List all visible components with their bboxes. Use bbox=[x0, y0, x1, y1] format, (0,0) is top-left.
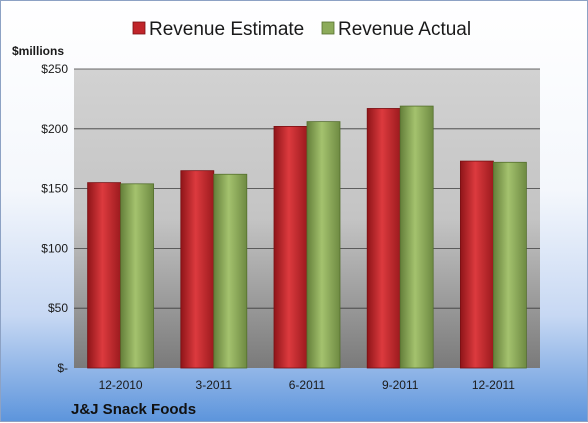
y-tick-label: $- bbox=[57, 361, 68, 375]
bar-revenue-actual-3-2011 bbox=[213, 173, 248, 369]
y-tick-label: $200 bbox=[41, 122, 68, 136]
bar-revenue-estimate-3-2011 bbox=[180, 170, 215, 369]
y-axis-ticks: $- $50 $100 $150 $200 $250 bbox=[41, 62, 68, 375]
legend: Revenue Estimate Revenue Actual bbox=[132, 19, 471, 40]
y-tick-label: $150 bbox=[41, 182, 68, 196]
x-tick-label: 12-2011 bbox=[472, 378, 515, 392]
bars bbox=[87, 105, 527, 369]
bar-revenue-actual-6-2011 bbox=[306, 121, 341, 369]
y-tick-label: $100 bbox=[41, 241, 68, 255]
bar-revenue-actual-9-2011 bbox=[399, 105, 434, 369]
bar-revenue-actual-12-2010 bbox=[120, 183, 154, 369]
bar-revenue-estimate-12-2011 bbox=[459, 160, 494, 369]
y-tick-label: $250 bbox=[41, 62, 68, 76]
y-axis-unit-label: $millions bbox=[12, 44, 64, 58]
x-tick-label: 6-2011 bbox=[289, 378, 326, 392]
x-tick-label: 9-2011 bbox=[382, 378, 419, 392]
bar-revenue-actual-12-2011 bbox=[492, 161, 527, 369]
company-name-label: J&J Snack Foods bbox=[71, 401, 196, 418]
legend-swatch-revenue-actual bbox=[321, 21, 335, 35]
bar-revenue-estimate-6-2011 bbox=[273, 126, 308, 369]
x-axis-ticks: 12-2010 3-2011 6-2011 9-2011 12-2011 bbox=[99, 378, 516, 392]
legend-swatch-revenue-estimate bbox=[132, 21, 146, 35]
bar-revenue-estimate-12-2010 bbox=[87, 182, 121, 369]
y-tick-label: $50 bbox=[48, 301, 68, 315]
x-tick-label: 12-2010 bbox=[99, 378, 143, 392]
legend-label-revenue-actual: Revenue Actual bbox=[338, 19, 471, 40]
x-tick-label: 3-2011 bbox=[196, 378, 233, 392]
bar-revenue-estimate-9-2011 bbox=[366, 108, 401, 369]
legend-label-revenue-estimate: Revenue Estimate bbox=[149, 19, 304, 40]
